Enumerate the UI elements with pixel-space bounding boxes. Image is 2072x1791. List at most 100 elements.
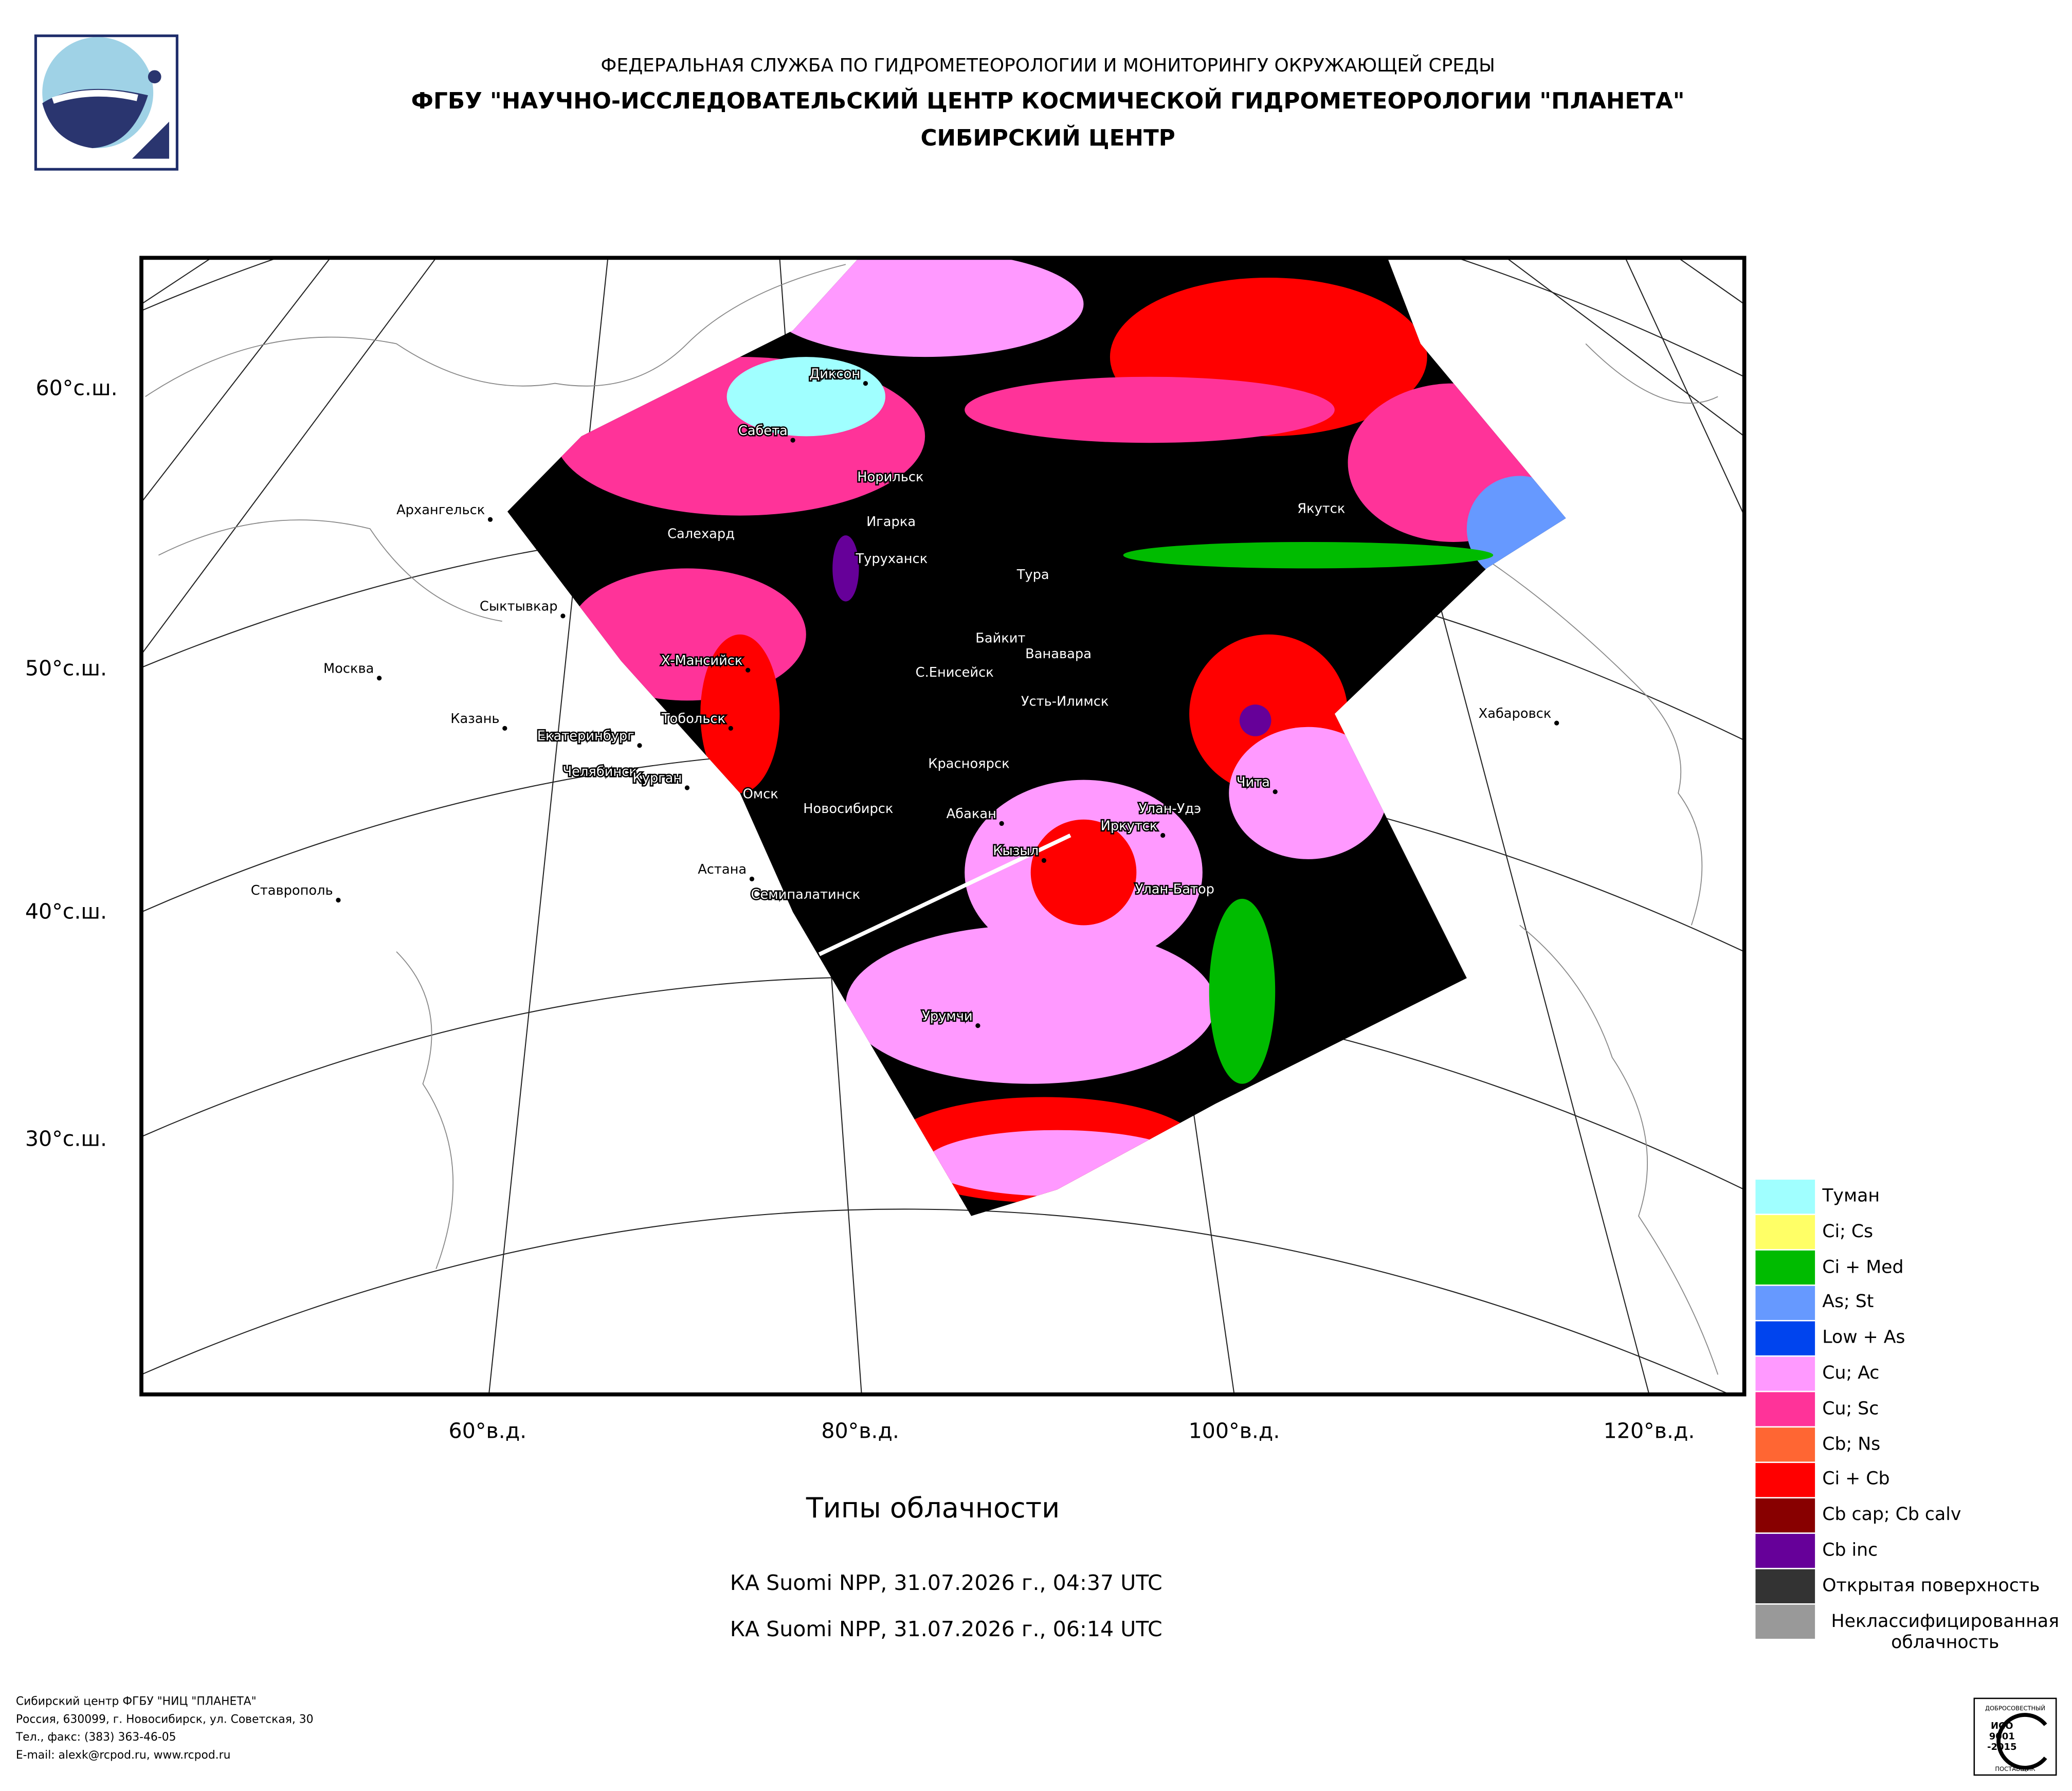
city-label: Москва [323,661,374,676]
lat-label: 50°с.ш. [25,656,107,681]
city-label: Игарка [866,514,916,530]
legend-label: Low + As [1822,1327,1905,1349]
city-label: Улан-Удэ [1139,801,1201,817]
city-dot [728,726,733,731]
legend-label-box: Ci; Cs [1822,1221,1874,1242]
legend-label: Cu; Ac [1822,1363,1880,1384]
city-dot [781,801,786,806]
city-label: Сабета [738,423,788,439]
map-frame [139,256,1747,1397]
iso-text: ИСО [1991,1721,2013,1731]
legend-label-box: Ci + Med [1822,1256,1903,1277]
header-line: СИБИРСКИЙ ЦЕНТР [920,124,1175,151]
city-dot [749,876,755,881]
city-dot [487,517,493,522]
city-label: Челябинск [563,764,637,780]
city-dot [926,484,932,489]
city-dot [1094,661,1099,666]
city-label: Норильск [857,469,923,485]
city-label: Красноярск [928,756,1009,771]
lon-label: 100°в.д. [1189,1419,1280,1443]
city-label: Урумчи [922,1008,972,1024]
city-label: Абакан [947,806,996,822]
city-dot [863,381,868,386]
header-line: ФГБУ "НАУЧНО-ИССЛЕДОВАТЕЛЬСКИЙ ЦЕНТР КОС… [411,87,1685,114]
city-dot [377,676,382,681]
legend-label: Туман [1822,1185,1880,1207]
city-dot [502,726,507,731]
legend-label-box: Cu; Ac [1822,1363,1880,1384]
caption: КА Suomi NPP, 31.07.2026 г., 06:14 UTC [730,1617,1162,1641]
city-dot [999,821,1004,826]
legend-label-box: Cu; Sc [1822,1398,1879,1420]
caption: КА Suomi NPP, 31.07.2026 г., 04:37 UTC [730,1570,1162,1595]
coastlines [145,264,1719,1375]
legend-label: Cb inc [1822,1540,1878,1561]
legend-swatch [1754,1390,1816,1428]
legend-label-box: Cb cap; Cb calv [1822,1504,1961,1526]
city-label: Сыктывкар [480,599,558,614]
city-label: Архангельск [396,502,485,518]
legend-swatch [1754,1532,1816,1569]
legend-label: Cu; Sc [1822,1398,1879,1420]
iso-text: -2015 [1987,1742,2017,1752]
city-layer: Архангельск Сыктывкар Москва Казань Екатерин… [251,365,1559,1028]
iso-badge: ДОБРОСОВЕСТНЫЙ ИСО 9001 -2015 ПОСТАВЩИК [1973,1697,2057,1776]
footer-line: Сибирский центр ФГБУ "НИЦ "ПЛАНЕТА" [16,1695,257,1708]
header-line: ФЕДЕРАЛЬНАЯ СЛУЖБА ПО ГИДРОМЕТЕОРОЛОГИИ … [601,55,1495,76]
legend-swatch [1754,1426,1816,1463]
legend-label: Cb cap; Cb calv [1822,1504,1961,1526]
legend-swatch [1754,1497,1816,1534]
city-label: Новосибирск [803,801,893,817]
footer-line: E-mail: alexk@rcpod.ru, www.rcpod.ru [16,1749,231,1762]
city-label: Курган [632,771,682,786]
city-dot [684,785,690,790]
city-dot [918,529,924,534]
city-dot [560,613,566,619]
city-label: Иркутск [1101,818,1158,834]
footer-line: Тел., факс: (383) 363-46-05 [15,1731,176,1744]
city-label: Х-Мансийск [661,653,743,668]
legend-label: Неклассифицированная облачность [1831,1611,2059,1653]
city-label: С.Енисейск [916,665,994,680]
legend-label-box: Туман [1822,1185,1880,1207]
city-label: Туруханск [855,551,928,567]
legend-swatch [1754,1568,1816,1605]
lat-label: 60°с.ш. [35,376,117,401]
city-dot [1052,582,1057,587]
city-label: Ванавара [1025,646,1092,662]
city-dot [1028,645,1033,650]
legend-label-box: Cb; Ns [1822,1433,1881,1455]
city-label: Екатеринбург [537,729,634,744]
city-label: Казань [450,711,499,727]
logo [34,34,178,171]
city-label: Омск [743,787,778,802]
legend-label-box: Неклассифицированная облачность [1831,1611,2059,1653]
city-label: Кызыл [993,843,1039,859]
footer: Сибирский центр ФГБУ "НИЦ "ПЛАНЕТА" Росси… [15,1695,314,1762]
city-label: Салехард [667,526,735,541]
legend-label: As; St [1822,1292,1874,1313]
city-label: Астана [698,862,747,877]
city-dot [640,779,645,784]
city-label: Семипалатинск [751,887,861,902]
city-label: Тобольск [661,711,725,727]
legend-label-box: Cb inc [1822,1540,1878,1561]
city-label: Улан-Батор [1135,882,1214,897]
lat-label: 40°с.ш. [25,899,107,924]
legend-label: Ci; Cs [1822,1221,1874,1242]
city-dot [790,438,795,443]
legend-swatch [1754,1320,1816,1357]
legend: Туман Ci; Cs Ci + Med As; St Low + As Cu; Ac C… [1754,1178,2059,1653]
city-dot [737,540,742,546]
city-label: Якутск [1297,501,1345,516]
city-dot [1554,720,1559,726]
city-dot [1348,516,1353,521]
legend-swatch [1754,1603,1816,1640]
legend-label: Cb; Ns [1822,1433,1881,1455]
map: Архангельск Сыктывкар Москва Казань Екатерин… [141,258,1744,1395]
footer-line: Россия, 630099, г. Новосибирск, ул. Сове… [16,1713,314,1726]
legend-swatch [1754,1355,1816,1392]
